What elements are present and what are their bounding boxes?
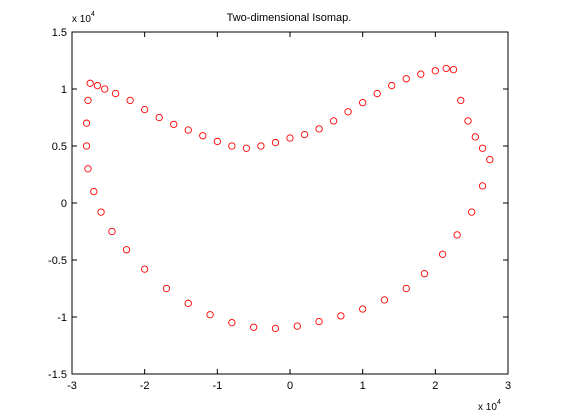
data-point [228, 319, 236, 327]
data-point [359, 99, 367, 107]
data-point [293, 322, 301, 330]
data-point [438, 250, 447, 258]
x-tick-label: 0 [287, 380, 293, 392]
data-point [84, 96, 92, 105]
data-point [242, 144, 251, 152]
data-point [184, 299, 192, 307]
data-point [442, 64, 450, 73]
x-axis-exponent: x 10 4 [478, 399, 501, 413]
x-tick-label: -1 [212, 380, 222, 392]
x-tick-label: 1 [360, 380, 366, 392]
y-tick-label: 1.5 [52, 27, 67, 39]
data-point [486, 156, 494, 164]
scatter-points [82, 64, 494, 333]
data-point [464, 117, 472, 125]
y-tick-label: 0 [61, 198, 67, 210]
data-point [337, 312, 345, 320]
y-exponent-base: x 10 [72, 14, 91, 25]
y-axis: -1.5 -1 -0.5 0 0.5 1 1.5 [48, 27, 508, 381]
x-exponent-power: 4 [497, 399, 501, 406]
data-point [108, 227, 116, 236]
data-point [402, 284, 410, 293]
data-point [449, 65, 458, 74]
y-exponent-power: 4 [91, 11, 95, 18]
data-point [228, 142, 236, 150]
data-point [82, 142, 91, 150]
data-point [141, 265, 149, 273]
data-point [250, 323, 258, 331]
data-point [417, 70, 425, 78]
data-point [315, 317, 323, 326]
data-point [300, 130, 309, 139]
y-tick-label: -0.5 [48, 255, 67, 267]
data-point [184, 126, 192, 134]
data-point [82, 119, 91, 127]
data-point [453, 231, 461, 239]
x-axis: -3 -2 -1 0 1 2 3 [67, 32, 511, 392]
data-point [111, 89, 120, 98]
data-point [199, 132, 207, 140]
data-point [84, 165, 92, 173]
data-point [431, 67, 439, 75]
data-point [90, 187, 98, 196]
data-point [329, 117, 338, 125]
data-point [126, 96, 134, 105]
data-point [468, 208, 476, 216]
data-point [373, 89, 381, 98]
data-point [457, 96, 465, 105]
y-axis-exponent: x 10 4 [72, 11, 95, 25]
data-point [141, 105, 149, 114]
data-point [155, 113, 163, 122]
data-point [213, 137, 221, 146]
data-point [86, 79, 94, 87]
data-point [420, 270, 429, 278]
y-tick-label: -1 [57, 312, 67, 324]
x-tick-label: 2 [432, 380, 438, 392]
chart-title: Two-dimensional Isomap. [227, 12, 352, 24]
x-tick-label: -2 [140, 380, 150, 392]
x-tick-label: 3 [505, 380, 511, 392]
data-point [97, 208, 105, 216]
x-tick-label: -3 [67, 380, 77, 392]
data-point [93, 81, 102, 90]
data-point [478, 144, 487, 152]
data-point [271, 324, 280, 333]
data-point [344, 108, 352, 116]
data-point [257, 142, 265, 150]
data-point [206, 311, 214, 319]
data-point [471, 133, 479, 141]
y-tick-label: 0.5 [52, 141, 67, 153]
x-exponent-base: x 10 [478, 402, 497, 413]
data-point [122, 246, 131, 254]
data-point [170, 120, 178, 128]
data-point [271, 138, 280, 147]
data-point [286, 134, 294, 142]
y-tick-label: -1.5 [48, 369, 67, 381]
data-point [402, 75, 410, 83]
data-point [478, 182, 487, 190]
data-point [101, 85, 109, 93]
data-point [388, 81, 396, 90]
data-point [315, 125, 323, 133]
y-tick-label: 1 [61, 84, 67, 96]
data-point [380, 296, 389, 304]
data-point [162, 284, 171, 293]
data-point [359, 305, 367, 313]
